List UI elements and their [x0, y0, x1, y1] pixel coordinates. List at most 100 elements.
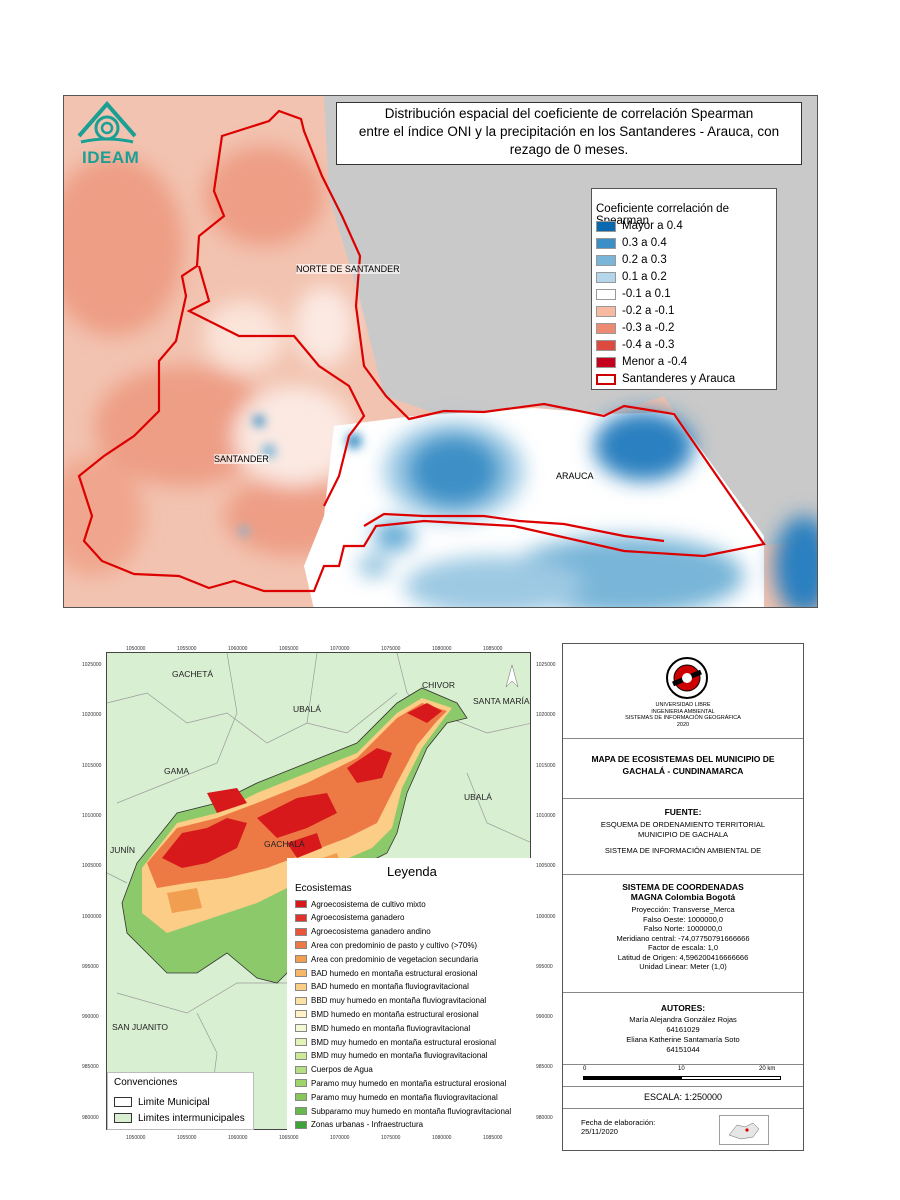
scale-text: ESCALA: 1:250000: [643, 1092, 723, 1102]
x-tick-label: 1065000: [279, 646, 299, 652]
legend-label: -0.3 a -0.2: [622, 322, 675, 334]
ecosystem-label: Agroecosistema ganadero andino: [311, 927, 431, 937]
ecosystem-swatch: [295, 1024, 307, 1033]
y-tick-label: 1010000: [536, 812, 556, 819]
ecosystem-swatch: [295, 900, 307, 908]
ecosystem-legend-item: Agroecosistema ganadero andino: [295, 926, 431, 938]
legend-item: -0.3 a -0.2: [596, 321, 674, 335]
coord-subtitle: MAGNA Colombia Bogotá: [630, 891, 736, 902]
source-line: ESQUEMA DE ORDENAMIENTO TERRITORIAL: [600, 820, 766, 829]
ecosystem-legend-item: BMD humedo en montaña fluviogravitaciona…: [295, 1022, 470, 1034]
ideam-emblem-icon: [77, 100, 137, 144]
y-tick-label: 1005000: [82, 863, 102, 870]
label-chivor: CHIVOR: [422, 680, 456, 690]
ecosystem-legend-item: Agroecosistema ganadero: [295, 912, 404, 924]
label-arauca: ARAUCA: [556, 471, 594, 481]
ecosystem-legend-item: BAD humedo en montaña estructural erosio…: [295, 967, 477, 979]
x-tick-label: 1080000: [432, 1135, 452, 1141]
y-tick-label: 1015000: [82, 762, 102, 769]
legend-item: -0.2 a -0.1: [596, 304, 674, 318]
scale-tick-0: 0: [583, 1066, 587, 1072]
scale-bar-box: 0 10 20 km: [563, 1065, 803, 1087]
label-junin: JUNÍN: [110, 845, 136, 855]
ecosystem-swatch: [295, 1093, 307, 1102]
legend-label: Santanderes y Arauca: [622, 373, 736, 385]
legend-item: 0.3 a 0.4: [596, 236, 667, 250]
legend-label: -0.1 a 0.1: [622, 288, 671, 300]
legend-label: -0.4 a -0.3: [622, 339, 675, 351]
x-tick-label: 1050000: [126, 1135, 146, 1141]
coord-line: Falso Norte: 1000000,0: [643, 924, 723, 933]
legend-swatch: [596, 288, 616, 300]
university-line: SISTEMAS DE INFORMACIÓN GEOGRÁFICA: [625, 715, 741, 721]
correlation-legend: Coeficiente correlación de Spearman Mayo…: [591, 188, 777, 390]
ecosystem-swatch: [295, 955, 307, 964]
ecosystem-label: BAD humedo en montaña fluviogravitaciona…: [311, 982, 469, 992]
title-line: rezago de 0 meses.: [509, 142, 629, 157]
correlation-map-svg: [64, 96, 817, 607]
convention-item: Limite Municipal: [114, 1095, 210, 1109]
mixed-crop-patches: [162, 703, 442, 868]
y-tick-label: 995000: [536, 963, 553, 970]
legend-label: Mayor a 0.4: [622, 220, 683, 232]
legend-item: Menor a -0.4: [596, 355, 687, 369]
legend-swatch: [596, 271, 616, 283]
legend-swatch: [596, 322, 616, 334]
x-tick-label: 1085000: [483, 1135, 503, 1141]
university-line: 2020: [676, 721, 690, 728]
y-tick-label: 1005000: [536, 863, 556, 870]
x-tick-label: 1070000: [330, 646, 350, 652]
ecosystem-swatch: [295, 1010, 307, 1019]
author-line: 64151044: [666, 1045, 700, 1054]
ecosystem-swatch: [295, 927, 307, 936]
ecosystem-legend-item: Subparamo muy humedo en montaña fluviogr…: [295, 1105, 511, 1117]
x-tick-label: 1060000: [228, 1135, 248, 1141]
ecosystem-legend-item: Area con predominio de vegetacion secund…: [295, 953, 478, 965]
x-tick-label: 1080000: [432, 646, 452, 652]
legend-swatch: [596, 356, 616, 368]
ecosystem-swatch: [295, 941, 307, 950]
y-tick-label: 1015000: [536, 762, 556, 769]
y-tick-label: 1025000: [536, 662, 556, 668]
ecosystem-legend-item: Agroecosistema de cultivo mixto: [295, 898, 426, 910]
ecosystem-label: Cuerpos de Agua: [311, 1065, 373, 1075]
x-tick-label: 1075000: [381, 646, 401, 652]
source-extra: SISTEMA DE INFORMACIÓN AMBIENTAL DE: [604, 846, 762, 855]
x-tick-label: 1055000: [177, 646, 197, 652]
y-tick-label: 995000: [82, 963, 99, 970]
label-gama: GAMA: [164, 766, 190, 776]
coord-line: Proyección: Transverse_Merca: [631, 905, 735, 914]
author-line: María Alejandra González Rojas: [629, 1015, 737, 1024]
university-line: INGENIERIA AMBIENTAL: [651, 708, 715, 715]
source-line: MUNICIPIO DE GACHALA: [637, 830, 728, 839]
authors-title: AUTORES:: [660, 1003, 706, 1013]
ecosystem-legend: Leyenda Ecosistemas Agroecosistema de cu…: [287, 858, 532, 1132]
ecosystem-legend-item: Cuerpos de Agua: [295, 1064, 373, 1076]
correlation-map: NORTE DE SANTANDER SANTANDER ARAUCA: [63, 95, 818, 608]
y-tick-label: 1000000: [82, 913, 102, 920]
x-tick-label: 1050000: [126, 646, 146, 652]
ecosystem-label: BBD muy humedo en montaña fluviogravitac…: [311, 996, 487, 1006]
label-gacheta: GACHETÁ: [172, 669, 214, 679]
ecosystem-label: BMD muy humedo en montaña estructural er…: [311, 1037, 496, 1047]
scale-bar: [583, 1076, 781, 1080]
y-tick-label: 980000: [536, 1114, 553, 1121]
legend-swatch: [596, 254, 616, 266]
coord-line: Unidad Linear: Meter (1,0): [639, 962, 727, 971]
convention-label: Limite Municipal: [138, 1096, 210, 1108]
ecosystem-legend-item: Area con predominio de pasto y cultivo (…: [295, 939, 477, 951]
author-line: 64161029: [666, 1025, 700, 1034]
ecosystem-label: Subparamo muy humedo en montaña fluviogr…: [311, 1106, 512, 1116]
department-boundaries: [77, 109, 766, 593]
ecosystem-swatch: [295, 1065, 307, 1074]
source-box: FUENTE: ESQUEMA DE ORDENAMIENTO TERRITOR…: [563, 799, 803, 875]
ecosystem-swatch: [295, 996, 307, 1005]
legend-item: -0.4 a -0.3: [596, 338, 674, 352]
ecosystem-legend-item: BMD muy humedo en montaña estructural er…: [295, 1036, 496, 1048]
legend-swatch: [596, 305, 616, 317]
y-tick-label: 1020000: [82, 712, 102, 719]
ideam-logo: IDEAM: [73, 98, 151, 170]
x-tick-label: 1075000: [381, 1135, 401, 1141]
x-tick-label: 1065000: [279, 1135, 299, 1141]
ecosystem-label: Area con predominio de vegetacion secund…: [311, 954, 479, 964]
